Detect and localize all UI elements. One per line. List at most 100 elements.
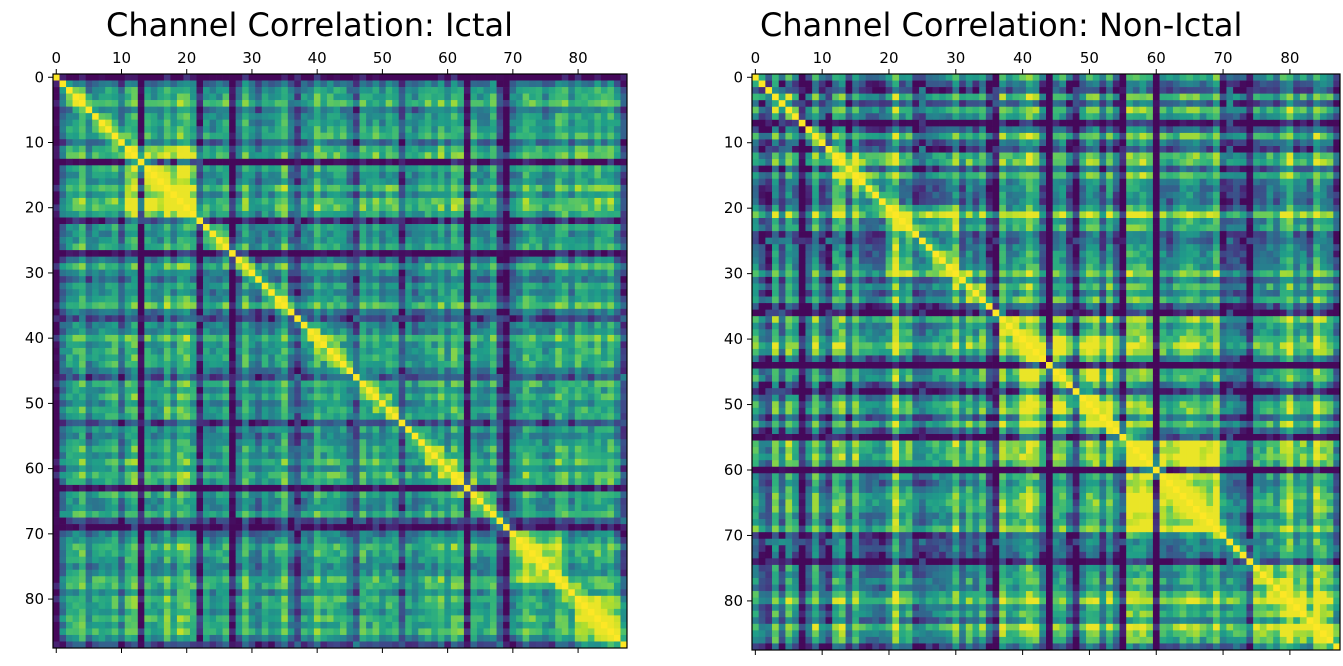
heatmap-cell (131, 367, 139, 375)
heatmap-cell (209, 361, 217, 368)
heatmap-cell (242, 152, 250, 160)
heatmap-cell (607, 224, 615, 231)
heatmap-cell (248, 197, 256, 205)
heatmap-cell (574, 145, 582, 153)
heatmap-cell (59, 367, 67, 375)
heatmap-cell (85, 328, 93, 336)
heatmap-cell (333, 145, 341, 153)
heatmap-cell (79, 191, 86, 199)
heatmap-cell (594, 243, 602, 251)
heatmap-cell (405, 341, 413, 349)
heatmap-cell (261, 210, 269, 218)
heatmap-cell (574, 367, 582, 375)
heatmap-cell (235, 126, 243, 134)
heatmap-cell (79, 197, 86, 205)
heatmap-cell (379, 204, 387, 212)
heatmap-cell (418, 87, 426, 94)
heatmap-cell (535, 224, 543, 231)
heatmap-cell (379, 145, 387, 153)
heatmap-cell (189, 184, 197, 192)
heatmap-cell (189, 237, 197, 244)
heatmap-cell (137, 100, 145, 107)
heatmap-cell (535, 302, 543, 310)
heatmap-cell (555, 171, 563, 179)
heatmap-cell (183, 367, 191, 375)
heatmap-cell (229, 347, 236, 355)
heatmap-cell (463, 419, 471, 427)
heatmap-cell (183, 354, 191, 362)
heatmap-cell (372, 119, 380, 127)
heatmap-cell (268, 308, 276, 316)
heatmap-cell (307, 387, 315, 394)
heatmap-cell (92, 276, 100, 284)
heatmap-cell (274, 74, 282, 81)
heatmap-cell (79, 204, 86, 212)
heatmap-cell (340, 387, 347, 394)
heatmap-cell (287, 321, 295, 329)
heatmap-cell (287, 132, 295, 140)
heatmap-cell (248, 256, 256, 264)
heatmap-cell (235, 432, 243, 440)
heatmap-cell (542, 289, 550, 297)
heatmap-cell (372, 158, 380, 166)
heatmap-cell (516, 204, 523, 212)
heatmap-cell (476, 100, 484, 107)
heatmap-cell (261, 354, 269, 362)
heatmap-cell (105, 387, 113, 394)
heatmap-cell (196, 113, 204, 121)
heatmap-cell (405, 230, 413, 238)
heatmap-cell (333, 106, 341, 114)
heatmap-cell (450, 158, 458, 166)
heatmap-cell (98, 165, 106, 173)
heatmap-cell (176, 328, 184, 336)
heatmap-cell (313, 230, 321, 238)
heatmap-cell (300, 347, 308, 355)
heatmap-cell (522, 74, 530, 81)
heatmap-cell (587, 328, 595, 336)
heatmap-cell (118, 419, 126, 427)
heatmap-cell (385, 276, 393, 284)
heatmap-cell (268, 243, 276, 251)
heatmap-cell (333, 93, 341, 101)
heatmap-cell (287, 210, 295, 218)
heatmap-cell (281, 347, 289, 355)
heatmap-cell (431, 334, 439, 342)
heatmap-cell (418, 419, 426, 427)
heatmap-cell (463, 439, 471, 447)
heatmap-cell (183, 178, 191, 186)
heatmap-cell (105, 426, 113, 434)
heatmap-cell (163, 380, 171, 388)
heatmap-cell (340, 80, 347, 88)
heatmap-cell (281, 354, 289, 362)
heatmap-cell (542, 152, 550, 160)
heatmap-cell (255, 347, 263, 355)
heatmap-cell (111, 184, 119, 192)
heatmap-cell (372, 367, 380, 375)
heatmap-cell (313, 250, 321, 257)
heatmap-cell (326, 119, 334, 127)
heatmap-cell (516, 263, 523, 271)
heatmap-cell (53, 263, 60, 271)
heatmap-cell (72, 282, 80, 290)
heatmap-cell (320, 158, 328, 166)
heatmap-cell (320, 269, 328, 277)
heatmap-cell (209, 100, 217, 107)
heatmap-cell (372, 171, 380, 179)
heatmap-cell (470, 158, 478, 166)
heatmap-cell (53, 276, 60, 284)
heatmap-cell (535, 361, 543, 368)
heatmap-cell (274, 276, 282, 284)
heatmap-cell (242, 426, 250, 434)
heatmap-cell (248, 106, 256, 114)
heatmap-cell (268, 361, 276, 368)
heatmap-cell (379, 184, 387, 192)
heatmap-cell (437, 224, 445, 231)
heatmap-cell (92, 87, 100, 94)
heatmap-cell (509, 295, 517, 303)
heatmap-cell (503, 126, 510, 134)
heatmap-cell (529, 426, 537, 434)
heatmap-cell (255, 204, 263, 212)
heatmap-cell (189, 74, 197, 81)
heatmap-cell (372, 289, 380, 297)
heatmap-cell (281, 184, 289, 192)
